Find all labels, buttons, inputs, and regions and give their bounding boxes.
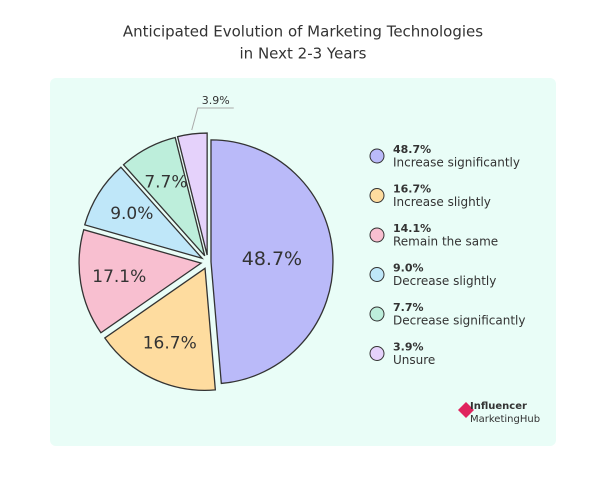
data-label: 16.7% — [143, 333, 197, 353]
data-label: 9.0% — [110, 204, 153, 224]
legend-value: 7.7% — [393, 301, 424, 314]
legend-label: Increase slightly — [393, 195, 491, 209]
chart-title: Anticipated Evolution of Marketing Techn… — [123, 23, 483, 41]
legend-swatch — [369, 306, 385, 322]
legend-label: Remain the same — [393, 235, 498, 249]
pie-slice — [78, 228, 203, 334]
pie-slice — [122, 136, 206, 257]
data-label: 7.7% — [144, 172, 187, 192]
brand: MarketingHub — [470, 414, 540, 425]
logo-icon — [458, 402, 474, 418]
chart-title: in Next 2-3 Years — [240, 45, 367, 63]
leader-line — [191, 107, 234, 131]
legend-swatch — [369, 227, 385, 243]
legend-swatch — [369, 346, 385, 361]
legend-label: Unsure — [393, 353, 435, 367]
data-label: 17.1% — [92, 267, 146, 287]
legend-value: 3.9% — [393, 341, 424, 354]
pie-slice — [210, 139, 334, 385]
legend-swatch — [369, 188, 385, 203]
legend-value: 16.7% — [393, 183, 431, 196]
data-label: 48.7% — [242, 248, 302, 270]
legend-label: Decrease significantly — [393, 314, 525, 328]
legend-label: Increase significantly — [393, 156, 520, 170]
pie-slice — [103, 267, 217, 391]
legend-label: Decrease slightly — [393, 274, 496, 288]
legend-value: 9.0% — [393, 262, 424, 275]
pie-slice — [176, 132, 208, 256]
pie-slice — [83, 166, 205, 260]
legend-value: 48.7% — [393, 143, 431, 156]
legend-swatch — [369, 267, 385, 282]
data-label: 3.9% — [202, 94, 230, 107]
legend-swatch — [369, 148, 385, 164]
legend-value: 14.1% — [393, 222, 431, 235]
brand: Influencer — [470, 401, 527, 412]
